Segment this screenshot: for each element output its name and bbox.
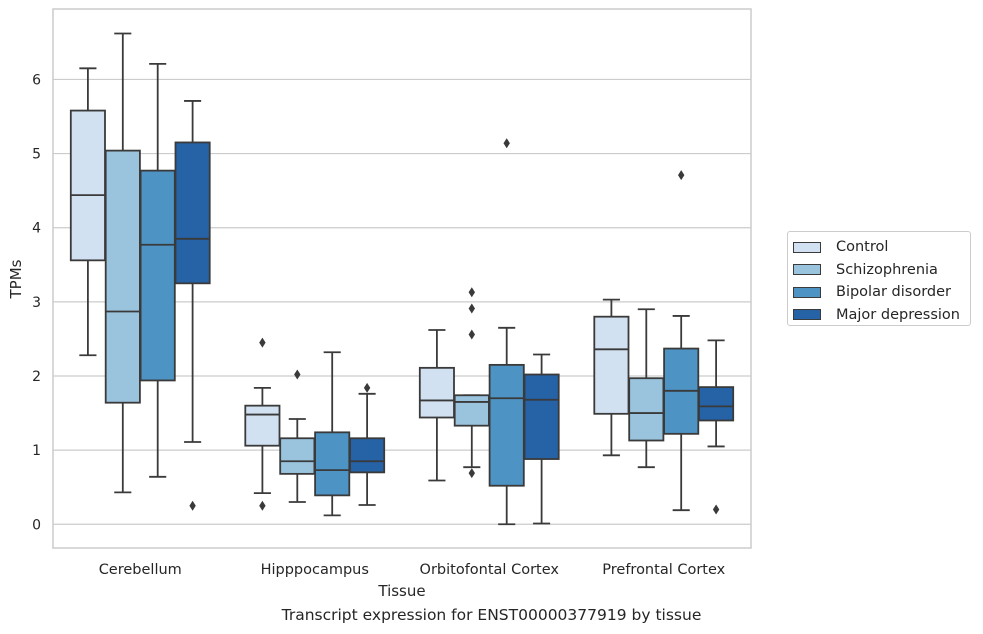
x-tick-label: Prefrontal Cortex	[602, 562, 725, 578]
box-body	[628, 377, 665, 442]
legend-label: Control	[836, 239, 889, 256]
box-major-depression	[698, 339, 735, 515]
box-schizophrenia	[453, 287, 490, 479]
y-tick-labels: 0 1 2 3 4 5 6	[32, 72, 41, 533]
x-tick-label: Hipppocampus	[261, 562, 369, 578]
outlier-point	[189, 500, 196, 511]
box-body	[69, 109, 106, 262]
box-body	[349, 437, 386, 474]
box-major-depression	[349, 382, 386, 506]
outlier-point	[363, 382, 371, 393]
legend-label: Bipolar disorder	[836, 284, 951, 301]
x-tick-label: Orbitofontal Cortex	[420, 562, 560, 578]
box-body	[314, 431, 351, 497]
plot-area-frame	[52, 8, 752, 549]
outlier-point	[259, 500, 266, 511]
y-axis-label: TPMs	[7, 259, 25, 299]
legend-label: Schizophrenia	[836, 261, 938, 278]
outlier-point	[294, 369, 301, 380]
outlier-point	[259, 337, 266, 348]
box-schizophrenia	[628, 308, 665, 469]
outlier-point	[678, 170, 685, 181]
legend-item: Control	[793, 236, 970, 259]
box-body	[593, 315, 630, 415]
box-bipolar-disorder	[314, 351, 351, 517]
y-tick-label: 6	[32, 72, 41, 88]
box-control	[418, 329, 455, 482]
x-tick-label: Cerebellum	[99, 562, 182, 578]
box-body	[174, 141, 211, 285]
box-bipolar-disorder	[663, 170, 700, 512]
y-tick-label: 2	[32, 369, 41, 385]
box-body	[698, 386, 735, 422]
box-schizophrenia	[279, 369, 316, 503]
box-major-depression	[174, 100, 211, 511]
y-tick-label: 3	[32, 295, 41, 311]
box-body	[453, 394, 490, 427]
legend-swatch	[793, 286, 821, 298]
box-bipolar-disorder	[139, 62, 176, 478]
box-body	[488, 363, 525, 487]
box-body	[139, 169, 176, 382]
legend-swatch	[793, 241, 821, 253]
box-body	[279, 437, 316, 475]
legend-swatch	[793, 309, 821, 321]
y-tick-label: 5	[32, 147, 41, 163]
outlier-point	[468, 303, 475, 314]
outlier-point	[503, 138, 510, 149]
legend-swatch	[793, 264, 821, 276]
box-schizophrenia	[104, 32, 141, 494]
x-axis-label: Tissue	[377, 582, 425, 600]
box-body	[104, 149, 141, 404]
box-major-depression	[523, 353, 560, 525]
legend-item: Schizophrenia	[793, 259, 970, 282]
box-control	[593, 298, 630, 457]
y-tick-label: 1	[32, 443, 41, 459]
legend-item: Bipolar disorder	[793, 281, 970, 304]
outlier-point	[468, 329, 475, 340]
figure-caption: Transcript expression for ENST0000037791…	[281, 606, 702, 624]
box-body	[523, 373, 560, 460]
outlier-point	[468, 287, 475, 298]
y-tick-label: 4	[32, 221, 41, 237]
outlier-point	[468, 468, 475, 479]
box-control	[69, 67, 106, 357]
box-control	[244, 337, 281, 511]
y-tick-label: 0	[32, 517, 41, 533]
box-series	[69, 32, 735, 526]
legend: Control Schizophrenia Bipolar disorder Majo…	[787, 231, 971, 326]
legend-label: Major depression	[836, 306, 960, 323]
box-bipolar-disorder	[488, 138, 525, 526]
legend-item: Major depression	[793, 304, 970, 327]
box-body	[244, 404, 281, 447]
box-body	[418, 366, 455, 419]
x-tick-labels: Cerebellum Hipppocampus Orbitofontal Corte…	[99, 562, 726, 578]
outlier-point	[712, 504, 720, 515]
